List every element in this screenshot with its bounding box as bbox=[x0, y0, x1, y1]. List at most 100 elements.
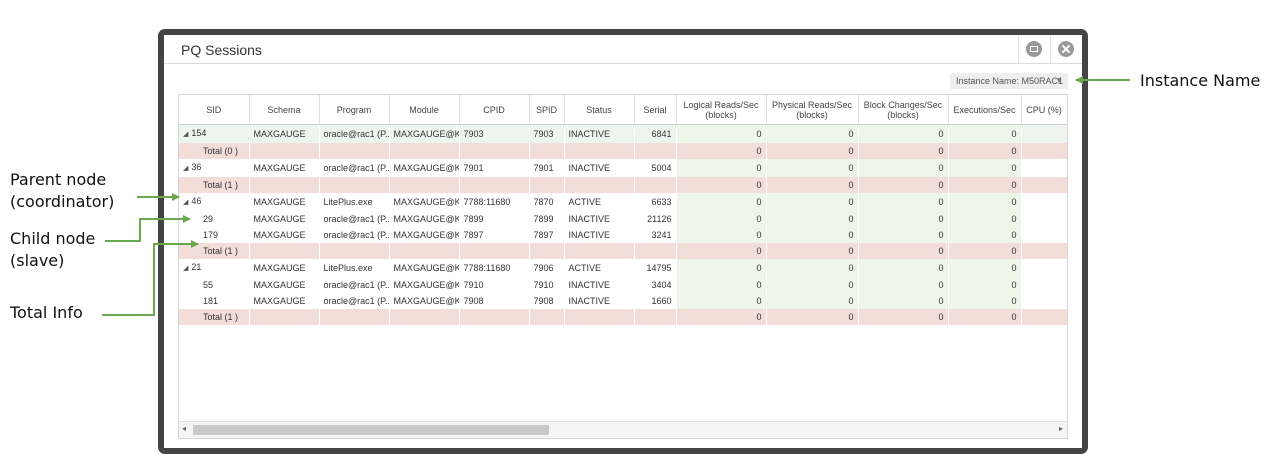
cell-lr: 0 bbox=[676, 211, 766, 227]
scroll-left-icon[interactable]: ◂ bbox=[182, 424, 187, 433]
cell-bc: 0 bbox=[858, 177, 948, 193]
child-node-row[interactable]: 29 MAXGAUGE oracle@rac1 (P... MAXGAUGE@K...… bbox=[179, 211, 1067, 227]
cell-program: oracle@rac1 (P... bbox=[319, 124, 389, 143]
cell-serial: 3241 bbox=[651, 230, 672, 240]
cell-ex: 0 bbox=[948, 143, 1021, 159]
horizontal-scrollbar[interactable]: ◂ ▸ bbox=[179, 421, 1067, 438]
cell-bc: 0 bbox=[858, 227, 948, 243]
cell-ex: 0 bbox=[948, 124, 1021, 143]
restore-icon[interactable] bbox=[1026, 41, 1042, 57]
cell-pr: 0 bbox=[766, 243, 858, 259]
total-row[interactable]: Total (1 ) 0 0 0 0 bbox=[179, 177, 1067, 193]
close-icon[interactable] bbox=[1058, 41, 1074, 57]
scrollbar-thumb[interactable] bbox=[193, 425, 549, 435]
child-node-row[interactable]: 179 MAXGAUGE oracle@rac1 (P... MAXGAUGE@K..… bbox=[179, 227, 1067, 243]
expand-toggle-icon[interactable]: ◢ bbox=[183, 265, 189, 272]
parent-node-row[interactable]: ◢46MAXGAUGELitePlus.exeMAXGAUGE@K...7788… bbox=[179, 193, 1067, 211]
cell-cpu bbox=[1021, 227, 1067, 243]
column-header[interactable]: Logical Reads/Sec (blocks) bbox=[676, 95, 767, 125]
column-header[interactable]: CPU (%) bbox=[1021, 95, 1067, 125]
sid-value: 46 bbox=[191, 196, 202, 206]
cell-bc: 0 bbox=[858, 211, 948, 227]
column-header[interactable]: SPID bbox=[529, 95, 565, 125]
cell-pr: 0 bbox=[766, 211, 858, 227]
cell-program: oracle@rac1 (P... bbox=[319, 159, 389, 177]
column-header[interactable]: Module bbox=[389, 95, 460, 125]
sid-value: Total (1 ) bbox=[203, 246, 239, 256]
parent-node-row[interactable]: ◢21MAXGAUGELitePlus.exeMAXGAUGE@K...7788… bbox=[179, 259, 1067, 277]
annotation-instance-name: Instance Name bbox=[1140, 71, 1261, 90]
column-header[interactable]: Status bbox=[564, 95, 635, 125]
total-row[interactable]: Total (1 ) 0 0 0 0 bbox=[179, 243, 1067, 259]
column-header[interactable]: Block Changes/Sec (blocks) bbox=[858, 95, 949, 125]
column-header[interactable]: SID bbox=[179, 95, 250, 125]
total-row[interactable]: Total (0 ) 0 0 0 0 bbox=[179, 143, 1067, 159]
cell-sid: Total (0 ) bbox=[179, 143, 249, 159]
cell-ex: 0 bbox=[948, 177, 1021, 193]
instance-name-select[interactable]: Instance Name: M50RAC1 ▼ bbox=[950, 73, 1068, 89]
cell-ex: 0 bbox=[948, 243, 1021, 259]
cell-spid: 7901 bbox=[529, 159, 564, 177]
cell-ex: 0 bbox=[948, 193, 1021, 211]
cell-spid: 7870 bbox=[529, 193, 564, 211]
sid-value: Total (1 ) bbox=[203, 180, 239, 190]
cell-cpid: 7899 bbox=[463, 214, 484, 224]
cell-cpid: 7897 bbox=[463, 230, 484, 240]
annotation-child-node: Child node (slave) bbox=[10, 228, 95, 272]
title-separator bbox=[1050, 35, 1051, 63]
child-node-row[interactable]: 181 MAXGAUGE oracle@rac1 (P... MAXGAUGE@K..… bbox=[179, 293, 1067, 309]
expand-toggle-icon[interactable]: ◢ bbox=[183, 131, 189, 138]
cell-status: INACTIVE bbox=[568, 230, 611, 240]
column-header[interactable]: Serial bbox=[634, 95, 677, 125]
cell-status: INACTIVE bbox=[564, 124, 634, 143]
column-header[interactable]: CPID bbox=[459, 95, 530, 125]
expand-toggle-icon[interactable]: ◢ bbox=[183, 165, 189, 172]
cell-spid: 7899 bbox=[533, 214, 554, 224]
cell-module: MAXGAUGE@K... bbox=[393, 280, 459, 290]
annotation-child-node-line2: (slave) bbox=[10, 251, 65, 270]
cell-lr: 0 bbox=[676, 277, 766, 293]
title-bar: PQ Sessions bbox=[164, 35, 1082, 64]
cell-status: INACTIVE bbox=[568, 296, 611, 306]
column-header[interactable]: Executions/Sec bbox=[948, 95, 1022, 125]
cell-pr: 0 bbox=[766, 227, 858, 243]
cell-cpid: 7903 bbox=[459, 124, 529, 143]
total-row[interactable]: Total (1 ) 0 0 0 0 bbox=[179, 309, 1067, 325]
column-header[interactable]: Schema bbox=[249, 95, 320, 125]
column-header[interactable]: Program bbox=[319, 95, 390, 125]
cell-schema: MAXGAUGE bbox=[249, 124, 319, 143]
annotation-total-info: Total Info bbox=[10, 303, 83, 322]
cell-sid: 179 bbox=[179, 227, 249, 243]
cell-schema: MAXGAUGE bbox=[253, 296, 306, 306]
cell-cpid: 7908 bbox=[463, 296, 484, 306]
cell-serial: 1660 bbox=[651, 296, 672, 306]
cell-serial: 3404 bbox=[651, 280, 672, 290]
cell-spid: 7908 bbox=[533, 296, 554, 306]
scroll-right-icon[interactable]: ▸ bbox=[1058, 424, 1063, 433]
cell-cpid bbox=[459, 143, 529, 159]
cell-status: ACTIVE bbox=[564, 193, 634, 211]
cell-module bbox=[389, 177, 459, 193]
cell-cpu bbox=[1021, 259, 1067, 277]
cell-spid: 7903 bbox=[529, 124, 564, 143]
cell-status: INACTIVE bbox=[568, 214, 611, 224]
cell-pr: 0 bbox=[766, 159, 858, 177]
sessions-table: SID Schema Program Module CPID SPID Status Seri… bbox=[179, 95, 1067, 325]
cell-serial bbox=[634, 177, 676, 193]
cell-serial: 5004 bbox=[634, 159, 676, 177]
column-header[interactable]: Physical Reads/Sec (blocks) bbox=[766, 95, 859, 125]
cell-serial bbox=[634, 309, 676, 325]
cell-cpu bbox=[1021, 124, 1067, 143]
expand-toggle-icon[interactable]: ◢ bbox=[183, 199, 189, 206]
cell-bc: 0 bbox=[858, 193, 948, 211]
cell-serial: 6841 bbox=[634, 124, 676, 143]
cell-bc: 0 bbox=[858, 143, 948, 159]
cell-bc: 0 bbox=[858, 124, 948, 143]
cell-status bbox=[564, 243, 634, 259]
child-node-row[interactable]: 55 MAXGAUGE oracle@rac1 (P... MAXGAUGE@K...… bbox=[179, 277, 1067, 293]
cell-cpu bbox=[1021, 277, 1067, 293]
cell-cpu bbox=[1021, 211, 1067, 227]
